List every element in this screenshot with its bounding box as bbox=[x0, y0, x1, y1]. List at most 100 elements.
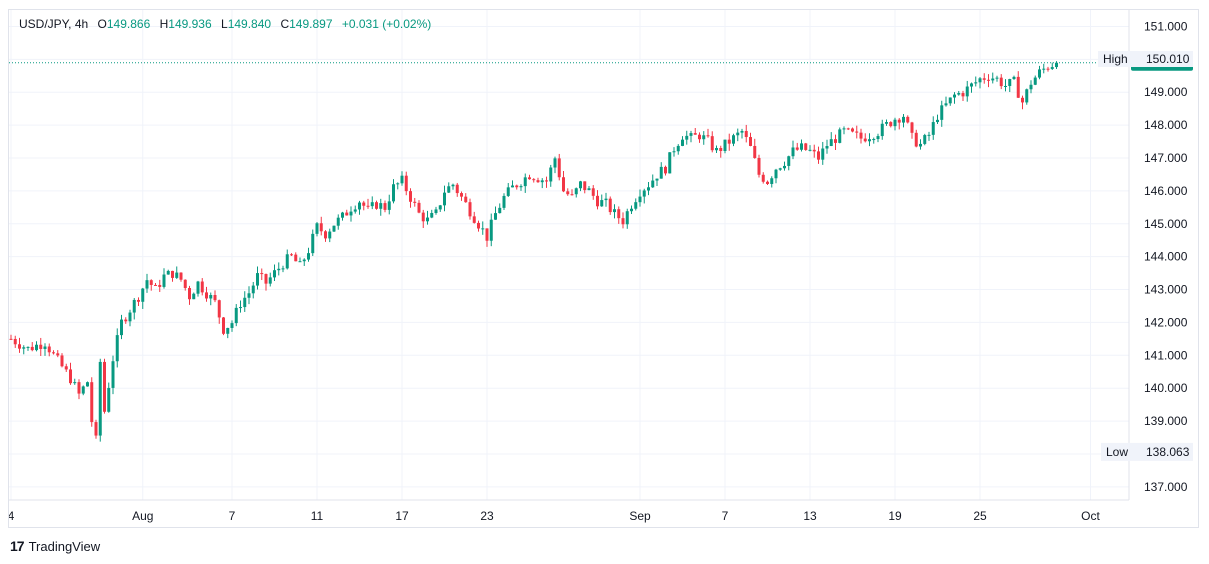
candle-body bbox=[137, 299, 140, 302]
candle-body bbox=[132, 299, 136, 313]
footer: 17 TradingView bbox=[10, 538, 100, 554]
candle-body bbox=[379, 203, 383, 209]
candle-body bbox=[115, 335, 119, 362]
candle-body bbox=[69, 369, 72, 384]
candle-body bbox=[264, 274, 268, 284]
candle-body bbox=[434, 209, 438, 213]
candle-body bbox=[455, 184, 459, 194]
high-value: 149.936 bbox=[168, 17, 212, 31]
y-tick-label: 142.000 bbox=[1144, 315, 1188, 329]
candle-body bbox=[532, 179, 536, 181]
candle-body bbox=[285, 254, 289, 269]
brand-name[interactable]: TradingView bbox=[28, 538, 101, 554]
y-tick-label: 141.000 bbox=[1144, 348, 1188, 362]
candle-body bbox=[494, 213, 497, 220]
candle-body bbox=[409, 191, 412, 202]
high-marker-value: 150.010 bbox=[1146, 52, 1190, 66]
x-tick-label: 25 bbox=[973, 509, 987, 523]
candle-body bbox=[1038, 69, 1041, 78]
candle-body bbox=[489, 219, 493, 241]
candle-body bbox=[502, 195, 506, 208]
candle-body bbox=[421, 212, 425, 222]
candle-body bbox=[744, 130, 748, 138]
candle-body bbox=[145, 280, 149, 289]
symbol-name[interactable]: USD/JPY bbox=[19, 17, 69, 31]
candle-body bbox=[732, 135, 735, 144]
candle-body bbox=[396, 183, 400, 185]
candle-body bbox=[630, 208, 633, 212]
candle-body bbox=[26, 346, 30, 348]
candle-body bbox=[107, 387, 111, 412]
y-tick-label: 144.000 bbox=[1144, 250, 1188, 264]
candle-body bbox=[587, 188, 591, 191]
candle-body bbox=[880, 123, 884, 137]
candle-body bbox=[965, 86, 969, 97]
candle-body bbox=[158, 284, 162, 287]
candle-body bbox=[545, 180, 548, 182]
grid bbox=[9, 10, 1129, 500]
high-label: H bbox=[159, 17, 169, 31]
candle-body bbox=[1055, 62, 1058, 68]
candle-body bbox=[18, 344, 21, 349]
candle-body bbox=[927, 134, 931, 136]
candle-body bbox=[370, 202, 374, 207]
candle-body bbox=[192, 293, 196, 300]
candle-body bbox=[1016, 76, 1020, 98]
candle-body bbox=[200, 281, 204, 293]
low-marker-value: 138.063 bbox=[1146, 445, 1190, 459]
tradingview-logo-icon[interactable]: 17 bbox=[10, 538, 25, 554]
candle-body bbox=[613, 209, 616, 213]
candle-body bbox=[311, 233, 315, 254]
candle-body bbox=[604, 198, 608, 201]
interval[interactable]: 4h bbox=[74, 17, 89, 31]
candle-body bbox=[30, 346, 34, 351]
candle-body bbox=[579, 181, 582, 189]
candle-body bbox=[277, 268, 281, 271]
candle-body bbox=[953, 94, 956, 98]
candle-body bbox=[472, 216, 476, 223]
close-value: 149.897 bbox=[289, 17, 333, 31]
x-tick-label: 4 bbox=[9, 509, 15, 523]
candle-body bbox=[961, 93, 965, 97]
candlestick-chart[interactable]: 151.000150.000149.000148.000147.000146.0… bbox=[9, 10, 1200, 529]
candle-body bbox=[889, 122, 893, 127]
candle-body bbox=[230, 323, 234, 328]
candle-body bbox=[353, 209, 357, 212]
candle-body bbox=[166, 270, 170, 275]
candle-body bbox=[1004, 85, 1007, 87]
candle-body bbox=[154, 284, 157, 286]
candle-body bbox=[47, 346, 51, 353]
chart-frame[interactable]: 151.000150.000149.000148.000147.000146.0… bbox=[8, 9, 1199, 528]
candle-body bbox=[608, 198, 612, 213]
candle-body bbox=[753, 145, 757, 158]
candle-body bbox=[757, 157, 761, 175]
candle-body bbox=[256, 273, 259, 286]
candle-body bbox=[710, 136, 714, 151]
candle-body bbox=[319, 223, 323, 232]
candle-body bbox=[417, 202, 421, 213]
candle-body bbox=[1029, 84, 1033, 90]
candle-body bbox=[222, 317, 225, 334]
candle-body bbox=[808, 149, 812, 151]
candle-body bbox=[498, 207, 502, 214]
candle-body bbox=[103, 361, 106, 412]
candle-body bbox=[1021, 97, 1024, 103]
candle-body bbox=[196, 281, 200, 294]
x-tick-label: 7 bbox=[229, 509, 236, 523]
candle-body bbox=[655, 178, 659, 181]
candle-body bbox=[919, 143, 922, 147]
candle-body bbox=[800, 143, 803, 150]
candle-body bbox=[162, 274, 166, 287]
candle-body bbox=[188, 288, 191, 300]
candle-body bbox=[213, 295, 217, 301]
candle-body bbox=[723, 139, 727, 152]
candle-body bbox=[825, 146, 829, 149]
candle-body bbox=[523, 177, 527, 187]
x-tick-label: 17 bbox=[395, 509, 409, 523]
candle-body bbox=[481, 228, 485, 230]
symbol-legend: USD/JPY, 4h O149.866 H149.936 L149.840 C… bbox=[19, 17, 432, 31]
candle-body bbox=[226, 327, 230, 334]
candle-body bbox=[838, 129, 842, 143]
candle-body bbox=[124, 319, 128, 322]
candle-body bbox=[438, 205, 442, 210]
